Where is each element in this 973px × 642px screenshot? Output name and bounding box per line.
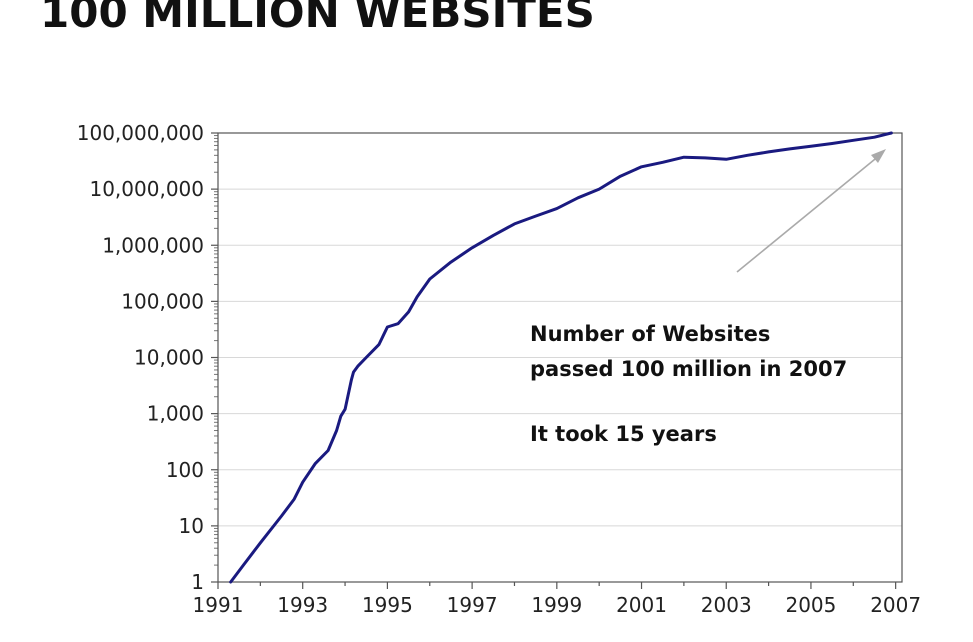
annotation-layer: Number of Websites passed 100 million in… — [530, 149, 886, 446]
y-tick-label: 100,000 — [121, 289, 204, 313]
annotation-line-3: It took 15 years — [530, 422, 717, 446]
y-tick-label: 1,000,000 — [102, 233, 204, 257]
y-tick-label: 10,000 — [134, 346, 204, 370]
tick-labels: 100,000,000 10,000,000 1,000,000 100,000 10,… — [77, 121, 921, 617]
y-tick-label: 1 — [191, 570, 204, 594]
x-tick-label: 1991 — [193, 593, 244, 617]
y-tick-label: 10,000,000 — [89, 177, 204, 201]
annotation-line-1: Number of Websites — [530, 322, 770, 346]
y-tick-label: 1,000 — [147, 402, 204, 426]
y-tick-label: 100,000,000 — [77, 121, 204, 145]
x-tick-label: 2005 — [785, 593, 836, 617]
axis-ticks — [211, 132, 897, 589]
annotation-arrow-line — [736, 154, 881, 273]
x-tick-label: 2001 — [616, 593, 667, 617]
x-tick-label: 1993 — [277, 593, 328, 617]
annotation-line-2: passed 100 million in 2007 — [530, 357, 847, 381]
x-tick-label: 2007 — [870, 593, 921, 617]
x-tick-label: 1997 — [447, 593, 498, 617]
y-tick-label: 100 — [166, 458, 204, 482]
x-tick-label: 2003 — [701, 593, 752, 617]
y-tick-label: 10 — [179, 514, 204, 538]
x-tick-label: 1999 — [531, 593, 582, 617]
annotation-arrow-head — [871, 149, 886, 163]
plot-frame — [217, 132, 903, 583]
x-tick-label: 1995 — [362, 593, 413, 617]
series-line — [229, 131, 893, 584]
series-layer — [229, 131, 893, 584]
page-title: 100 MILLION WEBSITES — [40, 0, 595, 37]
grid-lines — [218, 188, 902, 527]
